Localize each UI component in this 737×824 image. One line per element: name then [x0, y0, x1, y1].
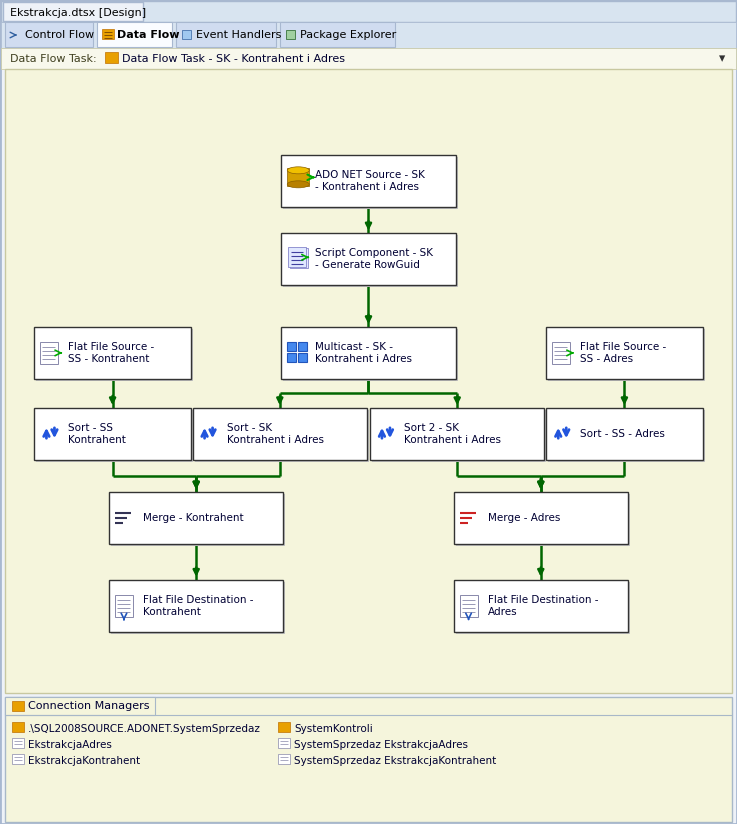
Text: Merge - Kontrahent: Merge - Kontrahent	[143, 513, 244, 523]
Bar	[12, 701, 24, 711]
Text: SS - Adres: SS - Adres	[580, 354, 633, 364]
Bar	[111, 582, 285, 634]
Bar	[546, 327, 702, 379]
Text: Flat File Destination -: Flat File Destination -	[143, 595, 254, 605]
Text: Data Flow: Data Flow	[117, 30, 180, 40]
Bar	[115, 595, 133, 616]
Text: Merge - Adres: Merge - Adres	[488, 513, 560, 523]
Bar	[370, 408, 545, 460]
Bar	[278, 738, 290, 748]
Text: Data Flow Task:: Data Flow Task:	[10, 54, 97, 64]
Bar	[97, 22, 172, 47]
Text: SystemSprzedaz EkstrakcjaAdres: SystemSprzedaz EkstrakcjaAdres	[294, 740, 468, 750]
Text: Sort 2 - SK: Sort 2 - SK	[404, 423, 459, 433]
Text: EkstrakcjaAdres: EkstrakcjaAdres	[28, 740, 112, 750]
Bar	[195, 410, 369, 462]
Bar	[453, 492, 628, 545]
Bar	[105, 52, 118, 63]
Text: Flat File Destination -: Flat File Destination -	[488, 595, 598, 605]
Text: ADO NET Source - SK: ADO NET Source - SK	[315, 171, 425, 180]
Bar	[278, 754, 290, 764]
Bar	[36, 410, 193, 462]
Text: Ekstrakcja.dtsx [Design]: Ekstrakcja.dtsx [Design]	[10, 8, 146, 18]
Bar	[109, 579, 284, 632]
Text: ▾: ▾	[719, 53, 725, 65]
Bar	[192, 408, 367, 460]
Bar	[283, 329, 458, 381]
Bar	[5, 697, 155, 715]
Text: SystemKontroli: SystemKontroli	[294, 724, 373, 734]
Bar	[1, 22, 736, 48]
Bar	[5, 69, 732, 693]
Text: SS - Kontrahent: SS - Kontrahent	[69, 354, 150, 364]
Bar	[109, 492, 284, 545]
Bar	[455, 582, 630, 634]
Bar	[102, 29, 114, 39]
Text: Control Flow: Control Flow	[25, 30, 94, 40]
Bar	[288, 247, 307, 267]
Text: Data Flow Task - SK - Kontrahent i Adres: Data Flow Task - SK - Kontrahent i Adres	[122, 54, 345, 64]
Bar	[35, 408, 191, 460]
Bar	[278, 722, 290, 732]
Bar	[1, 48, 736, 69]
Bar	[5, 697, 732, 822]
Bar	[182, 30, 191, 39]
Bar	[35, 327, 191, 379]
Bar	[12, 722, 24, 732]
Text: Kontrahent i Adres: Kontrahent i Adres	[315, 354, 412, 364]
Text: .\SQL2008SOURCE.ADONET.SystemSprzedaz: .\SQL2008SOURCE.ADONET.SystemSprzedaz	[28, 724, 261, 734]
Text: Package Explorer: Package Explorer	[300, 30, 397, 40]
Text: Flat File Source -: Flat File Source -	[580, 342, 666, 352]
Bar	[548, 329, 705, 381]
Bar	[1, 1, 736, 22]
Bar	[111, 494, 285, 546]
Text: Flat File Source -: Flat File Source -	[69, 342, 155, 352]
Bar	[548, 410, 705, 462]
Bar	[283, 236, 458, 288]
Ellipse shape	[287, 180, 310, 188]
Bar	[455, 494, 630, 546]
Text: EkstrakcjaKontrahent: EkstrakcjaKontrahent	[28, 756, 140, 766]
Bar	[3, 2, 143, 21]
Bar	[290, 248, 308, 269]
Text: SystemSprzedaz EkstrakcjaKontrahent: SystemSprzedaz EkstrakcjaKontrahent	[294, 756, 496, 766]
Bar	[5, 22, 93, 47]
Bar	[287, 353, 296, 362]
Text: Sort - SK: Sort - SK	[226, 423, 272, 433]
Bar	[12, 738, 24, 748]
Text: Event Handlers: Event Handlers	[196, 30, 282, 40]
Bar	[12, 754, 24, 764]
Bar	[282, 327, 455, 379]
Bar	[546, 408, 702, 460]
Bar	[552, 342, 570, 364]
Bar	[453, 579, 628, 632]
Bar	[283, 157, 458, 209]
Bar	[36, 329, 193, 381]
Text: Sort - SS: Sort - SS	[69, 423, 113, 433]
Bar	[286, 30, 295, 39]
Text: Kontrahent: Kontrahent	[143, 606, 201, 616]
Text: Kontrahent i Adres: Kontrahent i Adres	[404, 435, 501, 445]
Text: Script Component - SK: Script Component - SK	[315, 248, 433, 258]
Bar	[282, 155, 455, 208]
Text: Kontrahent i Adres: Kontrahent i Adres	[226, 435, 324, 445]
Bar	[460, 595, 478, 616]
Bar	[280, 22, 395, 47]
Bar	[372, 410, 546, 462]
Bar	[298, 353, 307, 362]
Text: Adres: Adres	[488, 606, 517, 616]
Bar	[287, 342, 296, 351]
Bar	[298, 342, 307, 351]
Bar	[282, 233, 455, 285]
Text: - Generate RowGuid: - Generate RowGuid	[315, 260, 420, 270]
Text: Kontrahent: Kontrahent	[69, 435, 126, 445]
Text: Multicast - SK -: Multicast - SK -	[315, 342, 394, 352]
Bar	[176, 22, 276, 47]
Bar	[287, 168, 310, 186]
Ellipse shape	[287, 166, 310, 174]
Text: Sort - SS - Adres: Sort - SS - Adres	[580, 429, 665, 439]
Bar	[41, 342, 58, 364]
Text: - Kontrahent i Adres: - Kontrahent i Adres	[315, 182, 419, 192]
Text: Connection Managers: Connection Managers	[28, 701, 150, 711]
